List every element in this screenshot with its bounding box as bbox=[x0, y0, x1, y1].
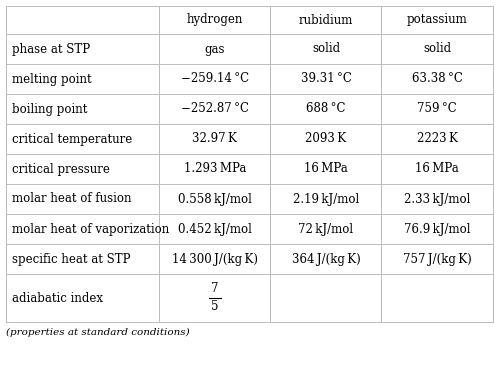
Text: 0.452 kJ/mol: 0.452 kJ/mol bbox=[178, 222, 252, 236]
Text: (properties at standard conditions): (properties at standard conditions) bbox=[6, 328, 190, 337]
Text: gas: gas bbox=[205, 42, 225, 56]
Text: 16 MPa: 16 MPa bbox=[415, 162, 459, 176]
Text: 76.9 kJ/mol: 76.9 kJ/mol bbox=[404, 222, 470, 236]
Text: potassium: potassium bbox=[407, 13, 468, 27]
Text: 14 300 J/(kg K): 14 300 J/(kg K) bbox=[172, 252, 258, 266]
Text: molar heat of fusion: molar heat of fusion bbox=[12, 192, 132, 206]
Text: 0.558 kJ/mol: 0.558 kJ/mol bbox=[178, 192, 252, 206]
Text: melting point: melting point bbox=[12, 72, 92, 86]
Text: 2.33 kJ/mol: 2.33 kJ/mol bbox=[404, 192, 470, 206]
Text: 39.31 °C: 39.31 °C bbox=[300, 72, 351, 86]
Text: 16 MPa: 16 MPa bbox=[304, 162, 348, 176]
Text: molar heat of vaporization: molar heat of vaporization bbox=[12, 222, 169, 236]
Text: 32.97 K: 32.97 K bbox=[193, 132, 238, 146]
Text: 688 °C: 688 °C bbox=[306, 102, 346, 116]
Text: 1.293 MPa: 1.293 MPa bbox=[184, 162, 246, 176]
Text: hydrogen: hydrogen bbox=[187, 13, 243, 27]
Text: specific heat at STP: specific heat at STP bbox=[12, 252, 131, 266]
Text: 2.19 kJ/mol: 2.19 kJ/mol bbox=[293, 192, 359, 206]
Text: solid: solid bbox=[312, 42, 340, 56]
Text: −252.87 °C: −252.87 °C bbox=[181, 102, 249, 116]
Text: 2223 K: 2223 K bbox=[417, 132, 458, 146]
Text: 72 kJ/mol: 72 kJ/mol bbox=[298, 222, 353, 236]
Text: adiabatic index: adiabatic index bbox=[12, 291, 103, 304]
Text: −259.14 °C: −259.14 °C bbox=[181, 72, 249, 86]
Text: 759 °C: 759 °C bbox=[417, 102, 457, 116]
Text: 63.38 °C: 63.38 °C bbox=[412, 72, 463, 86]
Text: phase at STP: phase at STP bbox=[12, 42, 90, 56]
Text: 7: 7 bbox=[211, 282, 219, 296]
Text: solid: solid bbox=[423, 42, 451, 56]
Text: critical temperature: critical temperature bbox=[12, 132, 132, 146]
Text: critical pressure: critical pressure bbox=[12, 162, 110, 176]
Text: boiling point: boiling point bbox=[12, 102, 87, 116]
Text: 5: 5 bbox=[211, 300, 219, 313]
Text: rubidium: rubidium bbox=[299, 13, 353, 27]
Text: 757 J/(kg K): 757 J/(kg K) bbox=[403, 252, 472, 266]
Text: 364 J/(kg K): 364 J/(kg K) bbox=[291, 252, 360, 266]
Text: 2093 K: 2093 K bbox=[305, 132, 346, 146]
